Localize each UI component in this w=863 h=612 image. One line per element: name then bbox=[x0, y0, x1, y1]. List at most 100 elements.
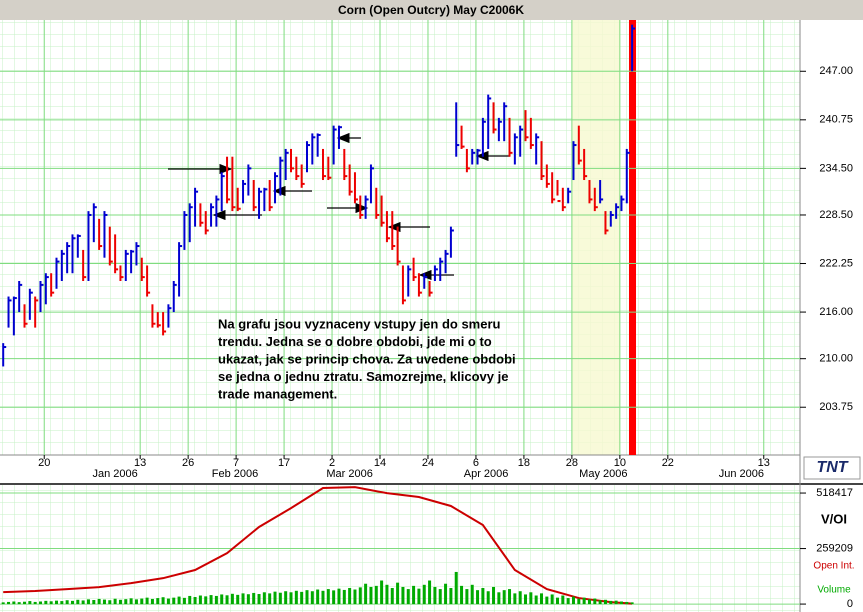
volume-bar bbox=[454, 571, 458, 605]
volume-bar bbox=[369, 586, 373, 605]
volume-bar bbox=[92, 600, 96, 605]
volume-bar bbox=[534, 595, 538, 605]
ohlc-bar bbox=[12, 296, 17, 336]
ohlc-bar bbox=[529, 117, 534, 149]
ohlc-bar bbox=[215, 195, 220, 227]
volume-bar bbox=[113, 598, 117, 605]
volume-bar bbox=[161, 597, 165, 605]
ohlc-bar bbox=[417, 273, 422, 297]
volume-bar bbox=[129, 598, 133, 605]
volume-bar bbox=[118, 599, 122, 605]
y-tick-label: 228.50 bbox=[819, 209, 853, 221]
cursor-bar bbox=[629, 20, 636, 455]
volume-bar bbox=[444, 583, 448, 605]
volume-bar bbox=[598, 600, 602, 605]
volume-bar bbox=[300, 591, 304, 605]
ohlc-bar bbox=[625, 148, 630, 204]
y-tick-label: 222.25 bbox=[819, 257, 853, 269]
x-tick-label: 20 bbox=[38, 457, 50, 469]
volume-bar bbox=[97, 598, 101, 605]
y-tick-label: 240.75 bbox=[819, 114, 853, 126]
ohlc-bar bbox=[18, 281, 23, 313]
y-tick-label: 247.00 bbox=[819, 65, 853, 77]
ohlc-bar bbox=[455, 102, 460, 157]
ohlc-bar bbox=[252, 180, 257, 212]
volume-bar bbox=[348, 588, 352, 605]
volume-bar bbox=[273, 591, 277, 605]
volume-bar bbox=[44, 600, 48, 605]
logo: TNT bbox=[816, 459, 848, 476]
volume-bar bbox=[492, 586, 496, 605]
ohlc-bar bbox=[593, 187, 598, 212]
ohlc-bar bbox=[236, 187, 241, 212]
volume-bar bbox=[60, 601, 64, 605]
price-plot bbox=[0, 20, 800, 455]
ohlc-bar bbox=[290, 148, 295, 173]
ohlc-bar bbox=[311, 133, 316, 165]
ohlc-bar bbox=[359, 195, 364, 219]
ohlc-bar bbox=[599, 180, 604, 204]
ohlc-bar bbox=[348, 164, 353, 196]
ohlc-bar bbox=[513, 133, 518, 165]
ohlc-bar bbox=[178, 242, 183, 297]
ohlc-bar bbox=[609, 211, 614, 227]
annotation: Na grafu jsou vyznaceny vstupy jen do sm… bbox=[218, 316, 501, 331]
volume-bar bbox=[214, 595, 218, 605]
volume-bar bbox=[422, 584, 426, 605]
volume-bar bbox=[305, 590, 309, 605]
volume-bar bbox=[401, 586, 405, 605]
volume-bar bbox=[241, 593, 245, 605]
open-interest-line bbox=[3, 486, 633, 605]
ohlc-bar bbox=[71, 234, 76, 274]
volume-bar bbox=[17, 602, 21, 605]
ohlc-bar bbox=[465, 148, 470, 173]
volume-bar bbox=[540, 593, 544, 605]
ohlc-bar bbox=[401, 265, 406, 305]
volume-bar bbox=[630, 602, 634, 605]
volume-bar bbox=[172, 597, 176, 605]
volume-bar bbox=[518, 591, 522, 605]
x-tick-label: 28 bbox=[566, 457, 578, 469]
y-tick-label: 203.75 bbox=[819, 401, 853, 413]
volume-bar bbox=[545, 596, 549, 605]
ohlc-bar bbox=[55, 257, 60, 289]
ohlc-bar bbox=[337, 125, 342, 149]
ohlc-bar bbox=[615, 203, 620, 219]
ohlc-bar bbox=[433, 265, 438, 281]
ohlc-bar bbox=[551, 172, 556, 204]
volume-bar bbox=[236, 594, 240, 605]
ohlc-bar bbox=[519, 125, 524, 157]
ohlc-bar bbox=[412, 257, 417, 281]
volume-bar bbox=[550, 594, 554, 605]
ohlc-bar bbox=[503, 102, 508, 142]
title-bar bbox=[0, 0, 863, 20]
ohlc-bar bbox=[364, 195, 369, 219]
volume-bar bbox=[529, 592, 533, 605]
volume-bar bbox=[108, 600, 112, 605]
volume-bar bbox=[385, 584, 389, 605]
ohlc-bar bbox=[380, 195, 385, 227]
volume-bar bbox=[374, 585, 378, 605]
x-tick-label: 6 bbox=[473, 457, 479, 469]
x-tick-label: 26 bbox=[182, 457, 194, 469]
y-tick-label: 518417 bbox=[816, 487, 853, 499]
volume-bar bbox=[145, 597, 149, 605]
volume-bar bbox=[396, 582, 400, 605]
volume-bar bbox=[177, 596, 181, 605]
ohlc-bar bbox=[396, 226, 401, 266]
volume-bar bbox=[555, 597, 559, 605]
ohlc-bar bbox=[172, 281, 177, 313]
ohlc-bar bbox=[274, 172, 279, 204]
volume-bar bbox=[433, 586, 437, 605]
ohlc-bar bbox=[284, 148, 289, 181]
volume-bar bbox=[262, 592, 266, 605]
ohlc-bar bbox=[476, 148, 481, 165]
month-label: Jun 2006 bbox=[719, 468, 764, 480]
volume-bar bbox=[486, 591, 490, 605]
x-tick-label: 7 bbox=[233, 457, 239, 469]
volume-bar bbox=[102, 599, 106, 605]
month-label: Feb 2006 bbox=[212, 468, 258, 480]
volume-bar bbox=[561, 595, 565, 605]
volume-bar bbox=[337, 588, 341, 605]
volume-bar bbox=[428, 580, 432, 605]
